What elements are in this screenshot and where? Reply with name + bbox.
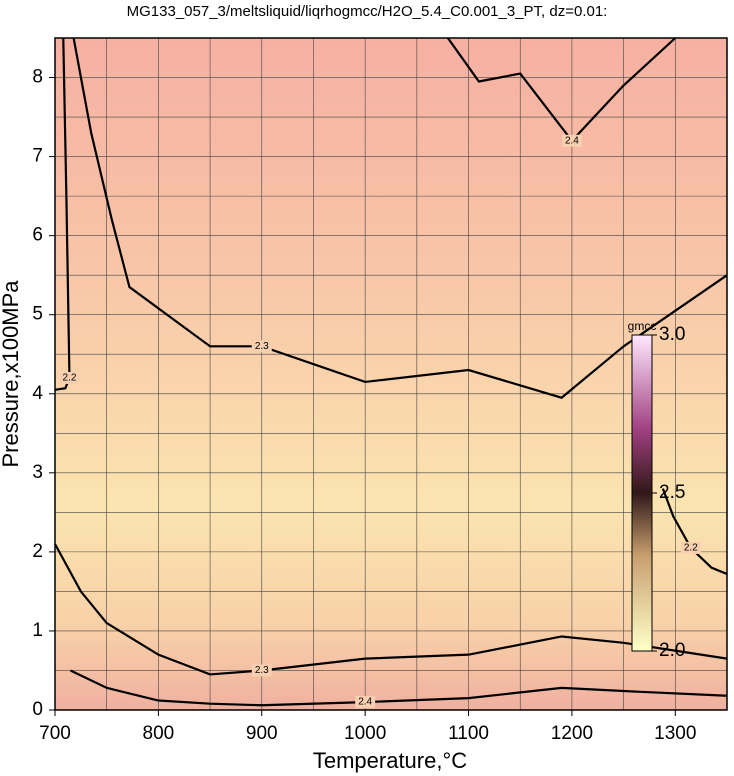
contour-label-bg: [561, 134, 582, 147]
contour-label-bg: [355, 696, 376, 709]
y-tick-label: 3: [32, 462, 43, 483]
y-tick-label: 0: [32, 699, 43, 720]
y-axis-label: Pressure,x100MPa: [0, 280, 23, 468]
colorbar-tick-label: 3.0: [659, 324, 685, 345]
frame: [54, 37, 728, 711]
y-tick-label: 2: [32, 541, 43, 562]
x-tick-label: 1100: [448, 723, 489, 744]
contour-label-bg: [251, 340, 272, 353]
x-tick-label: 1300: [654, 723, 696, 744]
colorbar-tick-label: 2.5: [659, 482, 685, 503]
contour-label: 2.3: [255, 341, 269, 352]
contour-line: [70, 669, 728, 707]
contour-label-bg: [251, 664, 272, 677]
x-tick-label: 1000: [344, 723, 386, 744]
contour-line: [446, 37, 677, 143]
contour-label: 2.3: [255, 665, 269, 676]
y-tick-label: 7: [32, 146, 43, 167]
x-tick-label: 800: [143, 723, 175, 744]
y-tick-label: 5: [32, 304, 43, 325]
x-tick-label: 900: [246, 723, 278, 744]
contour-label: 2.2: [63, 373, 77, 384]
x-axis-label: Temperature,°C: [313, 748, 467, 773]
x-tick-label: 700: [39, 723, 71, 744]
chart-title: MG133_057_3/meltsliquid/liqrhogmcc/H2O_5…: [127, 3, 608, 20]
y-tick-label: 4: [32, 383, 43, 404]
colorbar-label: gmcc: [628, 319, 657, 333]
plot-background: [55, 38, 727, 710]
colorbar-tick-label: 2.0: [659, 640, 685, 661]
y-tick-label: 6: [32, 225, 43, 246]
contour-label: 2.4: [565, 135, 579, 146]
contour-label-bg: [59, 371, 80, 384]
contour-label: 2.2: [684, 543, 698, 554]
contour-label: 2.4: [358, 697, 372, 708]
contour-label-bg: [680, 541, 701, 554]
colorbar: [631, 334, 653, 652]
y-tick-label: 1: [32, 620, 43, 641]
y-tick-label: 8: [32, 67, 43, 88]
x-tick-label: 1200: [551, 723, 593, 744]
